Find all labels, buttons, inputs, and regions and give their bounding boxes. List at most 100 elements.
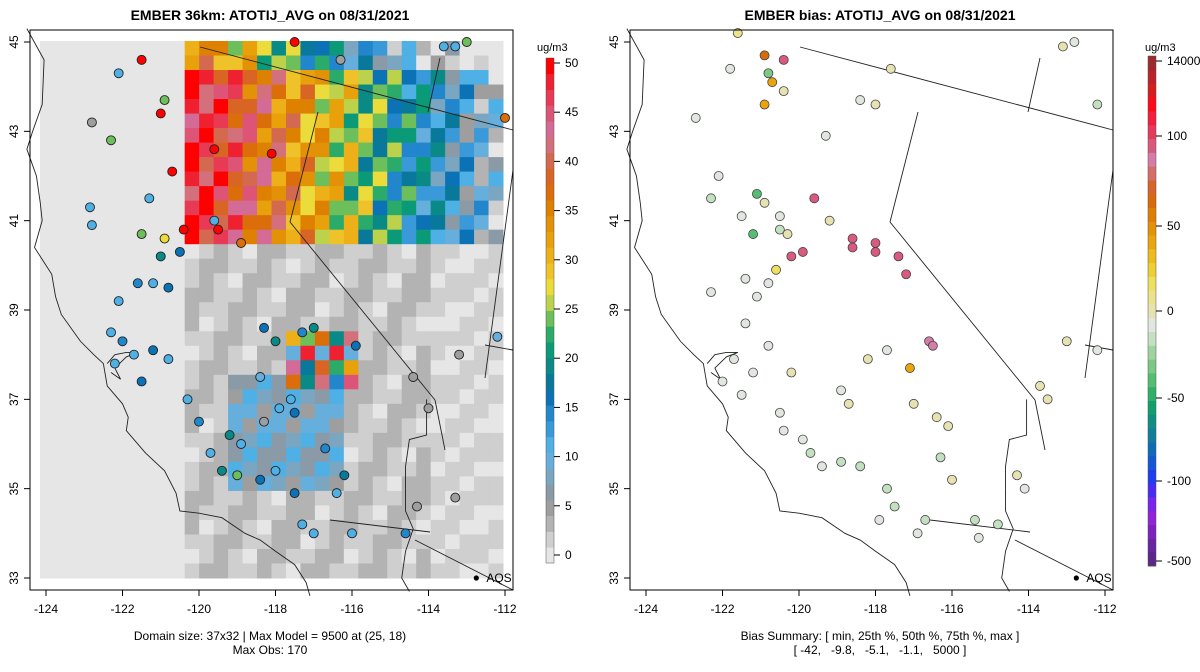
station-marker[interactable] <box>266 148 277 159</box>
bias-station-marker[interactable] <box>836 456 846 467</box>
station-marker[interactable] <box>178 224 189 235</box>
station-marker[interactable] <box>408 372 419 382</box>
bias-station-marker[interactable] <box>786 367 797 378</box>
bias-station-marker[interactable] <box>992 519 1003 530</box>
station-marker[interactable] <box>209 144 220 155</box>
bias-station-marker[interactable] <box>763 340 774 351</box>
station-marker[interactable] <box>308 322 319 333</box>
bias-station-marker[interactable] <box>931 412 942 423</box>
bias-station-marker[interactable] <box>717 376 728 387</box>
station-marker[interactable] <box>350 340 361 351</box>
bias-station-marker[interactable] <box>729 354 739 365</box>
bias-station-marker[interactable] <box>771 264 781 275</box>
station-marker[interactable] <box>113 296 124 307</box>
bias-station-marker[interactable] <box>893 251 904 262</box>
bias-station-marker[interactable] <box>774 224 785 235</box>
station-marker[interactable] <box>136 54 147 65</box>
station-marker[interactable] <box>289 488 300 499</box>
bias-station-marker[interactable] <box>797 247 808 257</box>
station-marker[interactable] <box>163 282 174 293</box>
bias-station-marker[interactable] <box>774 211 785 222</box>
bias-station-marker[interactable] <box>774 407 785 418</box>
station-marker[interactable] <box>335 54 346 65</box>
station-marker[interactable] <box>205 447 216 458</box>
bias-station-marker[interactable] <box>874 515 885 525</box>
bias-station-marker[interactable] <box>763 68 774 79</box>
station-marker[interactable] <box>209 215 220 226</box>
bias-station-marker[interactable] <box>706 287 716 298</box>
station-marker[interactable] <box>259 416 269 427</box>
station-marker[interactable] <box>113 68 124 79</box>
bias-station-marker[interactable] <box>778 425 789 436</box>
bias-station-marker[interactable] <box>805 448 816 458</box>
station-marker[interactable] <box>492 331 503 342</box>
bias-station-marker[interactable] <box>759 99 770 110</box>
bias-station-marker[interactable] <box>935 452 946 463</box>
bias-station-marker[interactable] <box>943 421 954 432</box>
station-marker[interactable] <box>339 470 350 481</box>
station-marker[interactable] <box>423 403 434 414</box>
bias-station-marker[interactable] <box>740 273 751 284</box>
bias-station-marker[interactable] <box>912 528 923 539</box>
bias-station-marker[interactable] <box>759 50 770 61</box>
bias-station-marker[interactable] <box>905 363 915 373</box>
bias-station-marker[interactable] <box>889 501 900 512</box>
bias-station-marker[interactable] <box>759 197 770 208</box>
bias-station-marker[interactable] <box>862 354 873 365</box>
station-marker[interactable] <box>259 322 269 333</box>
station-marker[interactable] <box>285 394 296 405</box>
station-marker[interactable] <box>270 336 281 347</box>
bias-station-marker[interactable] <box>824 215 835 226</box>
station-marker[interactable] <box>109 358 120 369</box>
bias-station-marker[interactable] <box>970 515 980 525</box>
bias-station-marker[interactable] <box>1061 336 1072 347</box>
station-marker[interactable] <box>194 416 204 427</box>
station-marker[interactable] <box>136 376 147 387</box>
station-marker[interactable] <box>106 135 116 146</box>
bias-station-marker[interactable] <box>870 99 881 110</box>
station-marker[interactable] <box>132 278 143 289</box>
station-marker[interactable] <box>136 229 147 240</box>
bias-station-marker[interactable] <box>752 188 762 199</box>
bias-station-marker[interactable] <box>817 461 827 472</box>
station-marker[interactable] <box>270 465 281 476</box>
station-marker[interactable] <box>297 519 308 530</box>
station-marker[interactable] <box>255 372 266 382</box>
bias-station-marker[interactable] <box>843 398 854 409</box>
bias-station-marker[interactable] <box>1092 345 1103 356</box>
bias-station-marker[interactable] <box>732 28 743 38</box>
station-marker[interactable] <box>213 224 224 235</box>
station-marker[interactable] <box>289 37 300 47</box>
bias-station-marker[interactable] <box>885 63 896 74</box>
bias-station-marker[interactable] <box>820 130 831 141</box>
station-marker[interactable] <box>255 474 266 485</box>
station-marker[interactable] <box>182 394 193 405</box>
station-marker[interactable] <box>438 41 449 52</box>
bias-station-marker[interactable] <box>1069 37 1080 47</box>
station-marker[interactable] <box>148 345 159 356</box>
bias-station-marker[interactable] <box>836 385 846 396</box>
bias-station-marker[interactable] <box>736 211 747 222</box>
bias-station-marker[interactable] <box>901 269 912 280</box>
station-marker[interactable] <box>274 403 285 414</box>
station-marker[interactable] <box>289 407 300 418</box>
bias-station-marker[interactable] <box>748 229 759 239</box>
station-marker[interactable] <box>86 117 97 128</box>
bias-station-marker[interactable] <box>809 193 820 204</box>
bias-station-marker[interactable] <box>706 193 716 204</box>
station-marker[interactable] <box>129 349 139 360</box>
bias-station-marker[interactable] <box>752 291 762 302</box>
station-marker[interactable] <box>155 108 166 119</box>
bias-station-marker[interactable] <box>927 340 938 351</box>
station-marker[interactable] <box>454 349 465 360</box>
bias-station-marker[interactable] <box>1012 470 1022 481</box>
bias-station-marker[interactable] <box>736 389 747 400</box>
bias-station-marker[interactable] <box>847 242 858 253</box>
station-marker[interactable] <box>155 251 166 262</box>
station-marker[interactable] <box>224 430 235 441</box>
station-marker[interactable] <box>144 193 155 204</box>
bias-station-marker[interactable] <box>740 318 751 329</box>
bias-station-marker[interactable] <box>767 77 778 88</box>
bias-station-marker[interactable] <box>713 171 724 181</box>
station-marker[interactable] <box>297 327 308 338</box>
